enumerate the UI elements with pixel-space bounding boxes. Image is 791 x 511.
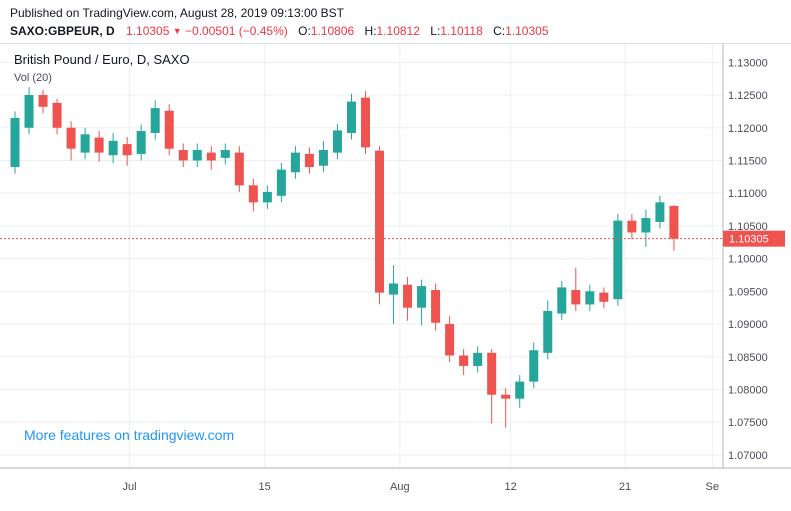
down-arrow-icon: ▼ xyxy=(172,26,182,36)
x-axis-label: Aug xyxy=(390,481,410,493)
y-axis-label: 1.13000 xyxy=(728,57,768,69)
x-axis-label: Se xyxy=(706,481,719,493)
y-axis-label: 1.11000 xyxy=(728,188,767,200)
y-axis-label: 1.10000 xyxy=(728,254,768,266)
candle-body xyxy=(136,131,146,154)
candle-body xyxy=(599,292,609,302)
candle-body xyxy=(375,150,385,293)
candle-body xyxy=(459,355,469,366)
candle-body xyxy=(318,150,328,166)
open-value: 1.10806 xyxy=(310,24,355,38)
candle-body xyxy=(66,127,76,149)
candle-body xyxy=(290,152,300,173)
candle-body xyxy=(304,153,314,168)
y-axis-label: 1.10500 xyxy=(728,221,768,233)
candle-body xyxy=(515,381,525,399)
x-axis-label: Jul xyxy=(123,481,137,493)
candle-body xyxy=(38,95,48,107)
symbol-name: SAXO:GBPEUR, D xyxy=(10,24,115,38)
candle-body xyxy=(557,287,567,314)
open-group: O:1.10806 xyxy=(298,24,354,38)
volume-indicator-label: Vol (20) xyxy=(14,72,52,84)
candle-body xyxy=(613,220,623,300)
candle-body xyxy=(417,286,427,308)
candle-body xyxy=(585,291,595,305)
candle-body xyxy=(487,352,497,395)
last-price-tag-text: 1.10305 xyxy=(729,234,769,246)
y-axis-label: 1.12000 xyxy=(728,123,768,135)
candle-body xyxy=(627,220,637,233)
last-value: 1.10305 xyxy=(126,24,170,38)
candle-body xyxy=(248,185,258,203)
candle-body xyxy=(206,152,216,161)
y-axis-label: 1.08000 xyxy=(728,384,768,396)
candle-body xyxy=(389,283,399,295)
candle-body xyxy=(52,102,62,128)
candle-body xyxy=(276,169,286,196)
candle-body xyxy=(94,137,104,153)
candle-body xyxy=(150,108,160,133)
candle-body xyxy=(346,101,356,133)
candle-body xyxy=(24,95,34,128)
candle-body xyxy=(122,144,132,156)
x-axis-label: 15 xyxy=(259,481,271,493)
close-label: C: xyxy=(493,24,506,38)
candle-body xyxy=(403,284,413,308)
y-axis-label: 1.09500 xyxy=(728,286,768,298)
candle-body xyxy=(164,110,174,149)
tradingview-link[interactable]: More features on tradingview.com xyxy=(24,427,235,443)
low-group: L:1.10118 xyxy=(430,24,483,38)
candle-body xyxy=(669,205,679,239)
candle-body xyxy=(543,310,553,353)
candle-body xyxy=(108,140,118,156)
y-axis-label: 1.09000 xyxy=(728,319,768,331)
candlestick-chart: Jul 15 Aug 12 21 Se 1.13000 1.12500 1.12000 1.115… xyxy=(0,44,791,493)
candle-body xyxy=(529,350,539,382)
candle-body xyxy=(501,394,511,399)
published-line: Published on TradingView.com, August 28,… xyxy=(10,6,345,20)
candle-body xyxy=(655,202,665,222)
candle-body xyxy=(234,152,244,186)
close-group: C:1.10305 xyxy=(493,24,548,38)
change-value: −0.00501 (−0.45%) xyxy=(185,24,288,38)
candle-body xyxy=(262,191,272,203)
high-value: 1.10812 xyxy=(376,24,420,38)
chart-title: British Pound / Euro, D, SAXO xyxy=(14,52,190,67)
chart-area[interactable]: Jul 15 Aug 12 21 Se 1.13000 1.12500 1.12000 1.115… xyxy=(0,44,791,511)
last-price-tag xyxy=(723,230,785,247)
candle-body xyxy=(10,117,20,168)
symbol-line: SAXO:GBPEUR, D 1.10305 ▼ −0.00501 (−0.45… xyxy=(10,24,791,38)
open-label: O: xyxy=(298,24,311,38)
x-axis-label: 21 xyxy=(619,481,631,493)
candle-body xyxy=(571,290,581,305)
y-axis-label: 1.07500 xyxy=(728,417,768,429)
candle-body xyxy=(641,218,651,233)
candle-body xyxy=(220,150,230,158)
candle-body xyxy=(473,352,483,366)
candle-body xyxy=(445,324,455,356)
close-value: 1.10305 xyxy=(505,24,549,38)
candle-body xyxy=(361,97,370,148)
candle-body xyxy=(431,290,441,323)
low-value: 1.10118 xyxy=(440,24,483,38)
high-group: H:1.10812 xyxy=(365,24,420,38)
candle-body xyxy=(80,134,90,153)
y-axis-label: 1.07000 xyxy=(728,450,768,462)
candle-body xyxy=(192,150,202,161)
candle-body xyxy=(178,150,188,161)
y-axis-label: 1.11500 xyxy=(728,155,767,167)
candle-body xyxy=(332,130,342,153)
chart-header: Published on TradingView.com, August 28,… xyxy=(0,0,791,44)
x-axis-label: 12 xyxy=(505,481,517,493)
low-label: L: xyxy=(430,24,441,38)
y-axis-label: 1.08500 xyxy=(728,352,768,364)
high-label: H: xyxy=(364,24,377,38)
y-axis-label: 1.12500 xyxy=(728,90,768,102)
